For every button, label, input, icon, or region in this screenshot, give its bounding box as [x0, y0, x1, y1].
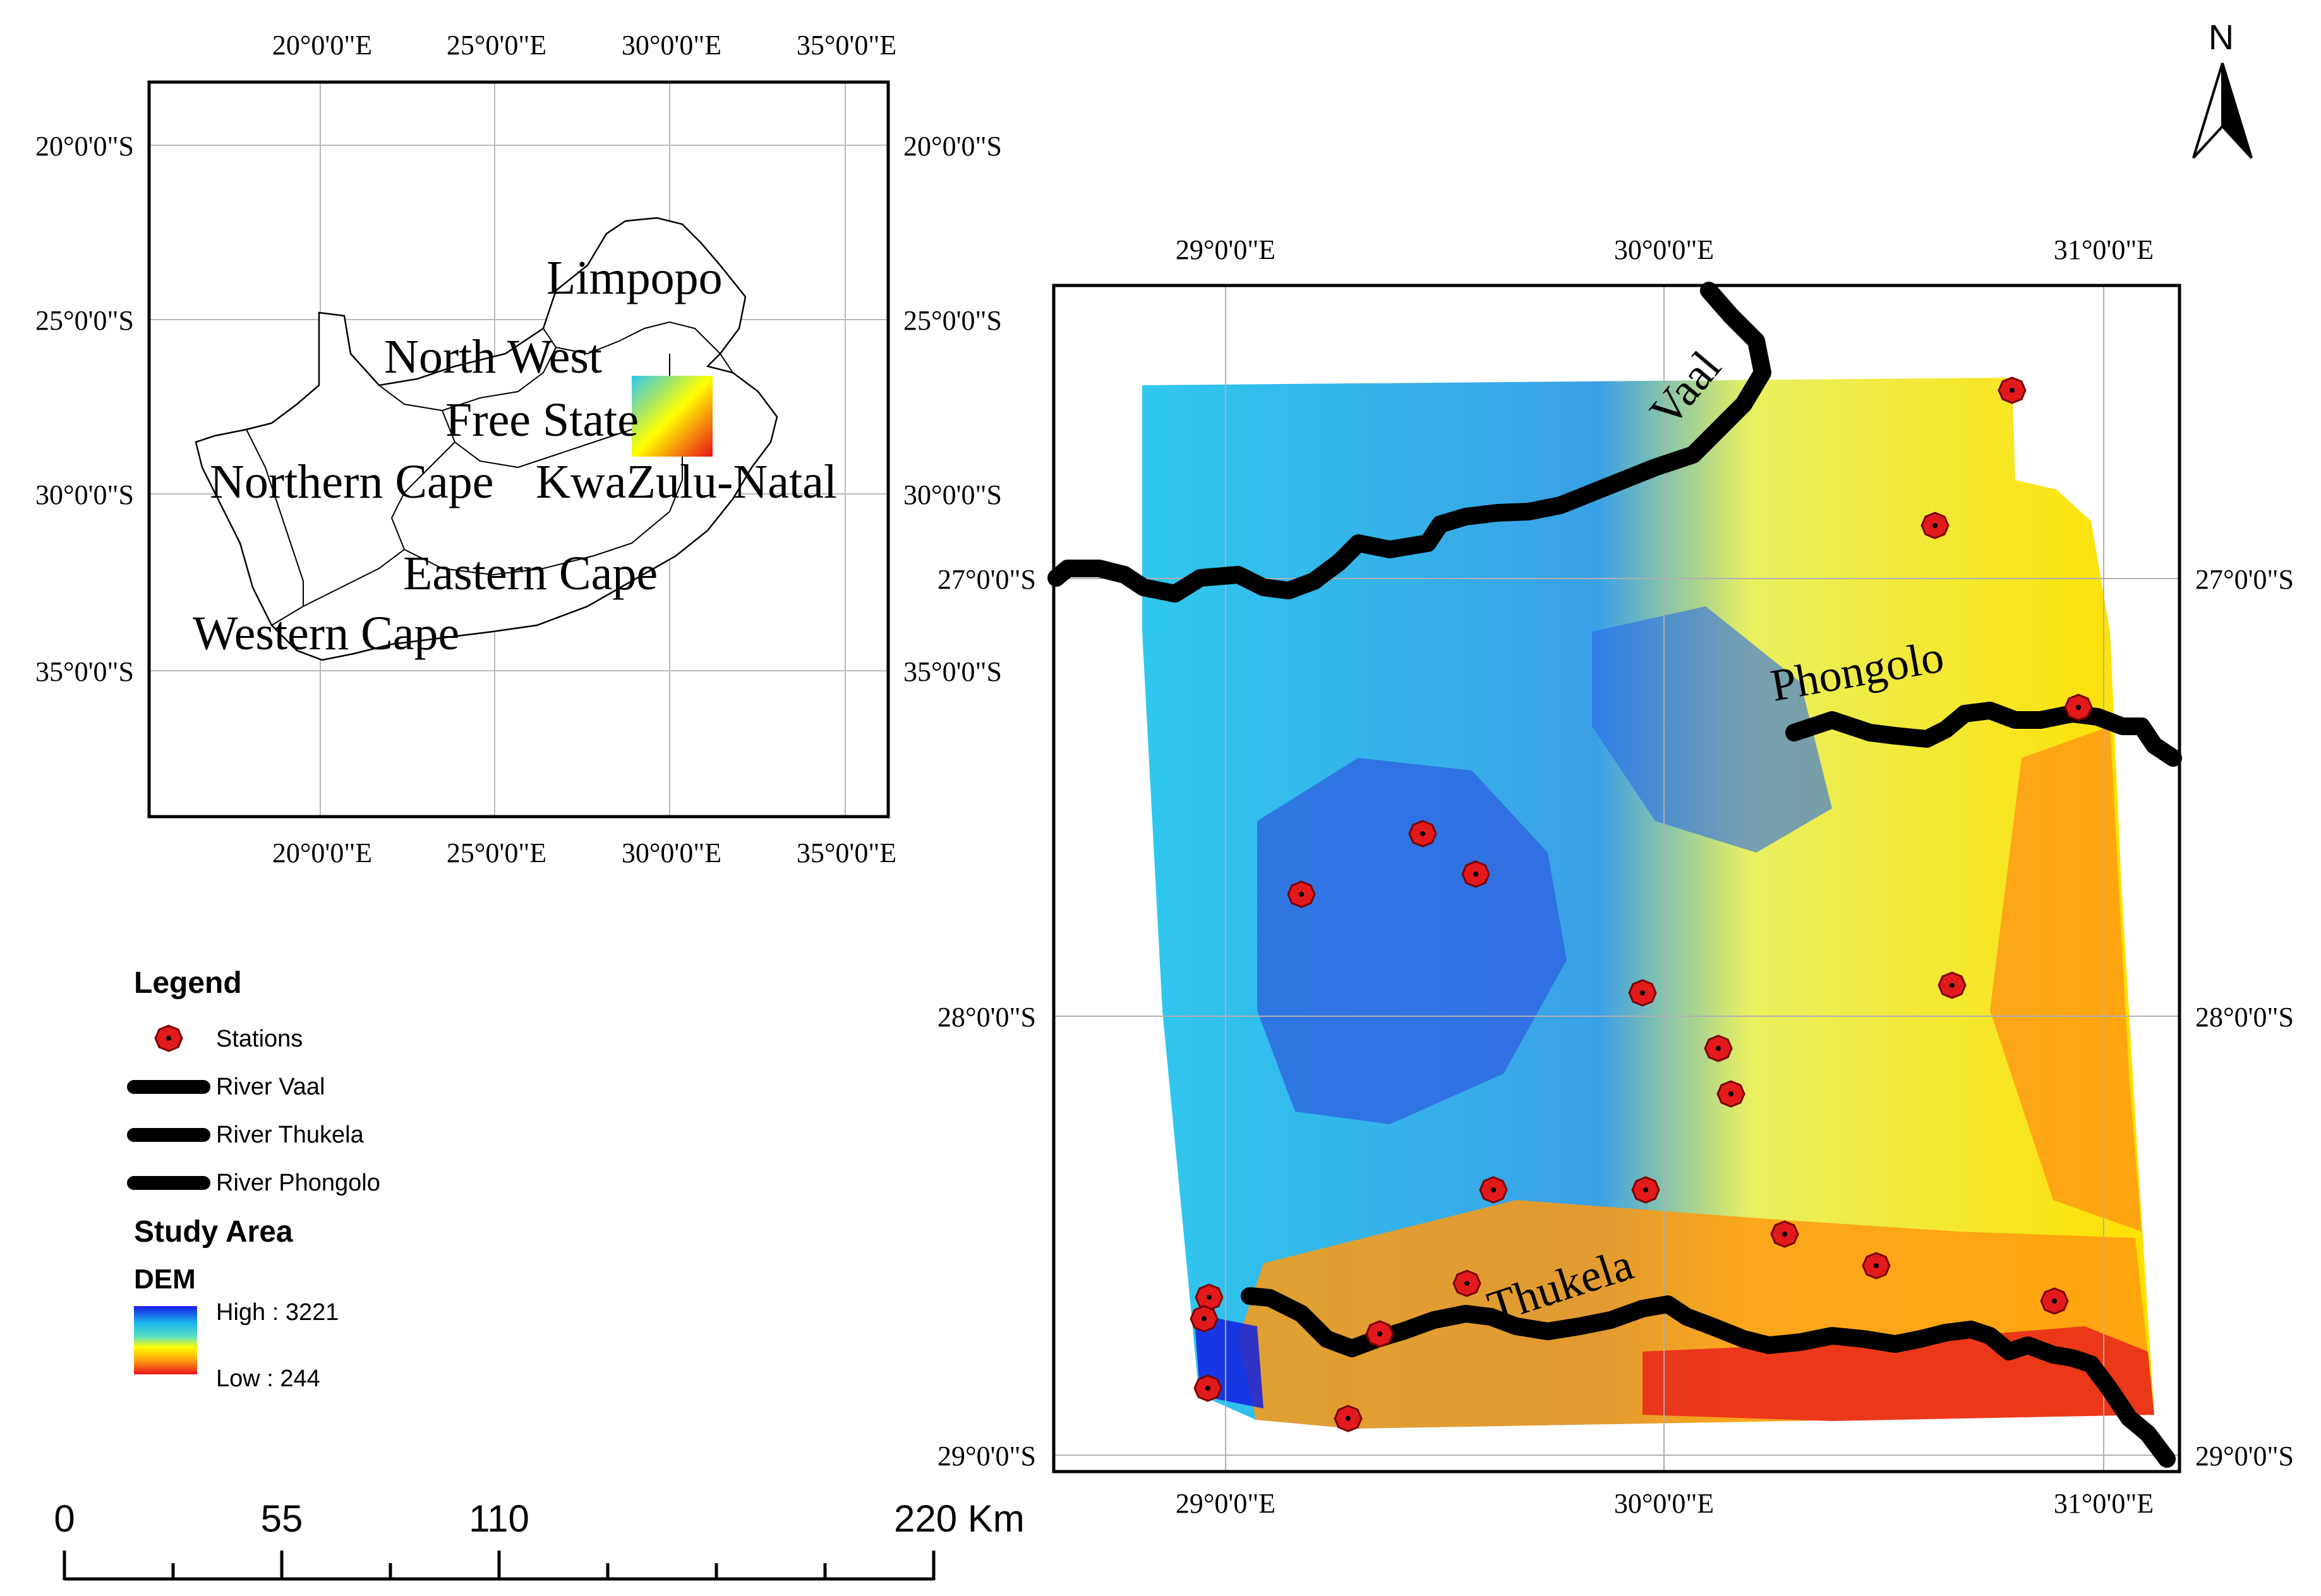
inset-right-lat-label: 30°0'0"S: [903, 479, 1002, 510]
legend-dem-high-label: High : 3221: [216, 1299, 339, 1326]
station-marker[interactable]: [1193, 1374, 1222, 1402]
scale-label: 0: [54, 1497, 75, 1540]
inset-bottom-lon-label: 25°0'0"E: [447, 837, 546, 868]
legend-stations-label: Stations: [216, 1026, 303, 1052]
inset-left-lat-label: 35°0'0"S: [35, 656, 134, 687]
inset-right-lat-label: 25°0'0"S: [903, 305, 1002, 336]
inset-frame: [147, 80, 890, 819]
south-africa-outline: [195, 217, 778, 661]
province-label-western-cape: Western Cape: [193, 607, 459, 660]
legend-study-area-label: Study Area: [134, 1215, 293, 1249]
inset-left-lat-label: 20°0'0"S: [35, 131, 134, 162]
station-marker[interactable]: [1716, 1080, 1745, 1108]
river-phongolo: [1785, 702, 2182, 767]
legend-stations-icon: [154, 1024, 183, 1052]
inset-bottom-lon-label: 35°0'0"E: [797, 837, 896, 868]
main-left-lat-label: 29°0'0"S: [937, 1441, 1036, 1472]
main-bottom-lon-label: 31°0'0"E: [2054, 1488, 2154, 1519]
dem-study-area: [1142, 378, 2154, 1429]
inset-right-lat-label: 20°0'0"S: [903, 131, 1002, 162]
station-marker[interactable]: [1770, 1220, 1799, 1248]
main-map: Vaal Phongolo Thukela: [937, 234, 2294, 1519]
main-top-lon-label: 30°0'0"E: [1614, 234, 1714, 265]
scale-label: 110: [469, 1497, 529, 1540]
main-bottom-lon-label: 29°0'0"E: [1176, 1488, 1275, 1519]
river-thukela: [1241, 1287, 2176, 1468]
main-bottom-lon-label: 30°0'0"E: [1614, 1488, 1714, 1519]
main-right-lat-label: 29°0'0"S: [2195, 1441, 2294, 1472]
stations: [1190, 376, 2093, 1432]
inset-top-lon-label: 20°0'0"E: [272, 30, 372, 61]
main-right-lat-label: 28°0'0"S: [2195, 1002, 2294, 1033]
station-marker[interactable]: [1704, 1035, 1733, 1062]
main-top-lon-label: 31°0'0"E: [2054, 234, 2154, 265]
station-marker[interactable]: [1334, 1405, 1363, 1432]
north-arrow-icon: [2192, 63, 2224, 159]
legend-river-phongolo-label: River Phongolo: [216, 1170, 380, 1196]
river-vaal: [1047, 282, 1771, 603]
inset-bottom-lon-label: 20°0'0"E: [272, 837, 372, 868]
station-marker[interactable]: [2064, 693, 2093, 721]
station-marker[interactable]: [1631, 1176, 1660, 1204]
station-marker[interactable]: [1938, 971, 1967, 999]
scale-label: 220 Km: [894, 1497, 1025, 1540]
station-marker[interactable]: [2040, 1287, 2069, 1315]
main-top-lon-label: 29°0'0"E: [1176, 234, 1275, 265]
station-marker[interactable]: [1195, 1283, 1224, 1311]
legend-river-thukela-label: River Thukela: [216, 1122, 365, 1148]
province-label-northern-cape: Northern Cape: [210, 455, 494, 508]
station-marker[interactable]: [1365, 1320, 1394, 1348]
dem-high-zone-north: [1592, 606, 1832, 853]
scale-bar: 0 55 110 220 Km: [54, 1497, 1025, 1581]
main-right-lat-label: 27°0'0"S: [2195, 564, 2294, 595]
inset-study-area: [632, 376, 713, 457]
station-marker[interactable]: [1628, 979, 1657, 1007]
station-marker[interactable]: [1190, 1305, 1219, 1333]
station-marker[interactable]: [1287, 880, 1316, 908]
legend-dem-label: DEM: [134, 1264, 196, 1295]
province-label-free-state: Free State: [445, 393, 639, 447]
dem-high-zone: [1257, 758, 1567, 1124]
inset-top-lon-label: 35°0'0"E: [797, 30, 896, 61]
inset-bottom-lon-label: 30°0'0"E: [622, 837, 721, 868]
inset-left-lat-label: 30°0'0"S: [35, 479, 134, 510]
inset-map: Limpopo North West Free State Northern C…: [35, 30, 1002, 868]
inset-right-lat-label: 35°0'0"S: [903, 656, 1002, 687]
station-marker[interactable]: [1862, 1252, 1891, 1280]
legend-dem-color-ramp: [134, 1306, 197, 1374]
inset-top-lon-label: 25°0'0"E: [447, 30, 546, 61]
legend-dem-low-label: Low : 244: [216, 1365, 320, 1392]
station-marker[interactable]: [1452, 1269, 1481, 1297]
province-label-kwazulu-natal: KwaZulu-Natal: [536, 455, 837, 508]
inset-top-lon-label: 30°0'0"E: [622, 30, 721, 61]
legend: Legend Stations River Vaal River Thukela…: [127, 966, 380, 1392]
station-marker[interactable]: [1998, 376, 2027, 404]
station-marker[interactable]: [1461, 860, 1490, 888]
province-label-limpopo: Limpopo: [546, 251, 723, 304]
scale-label: 55: [261, 1497, 303, 1540]
main-left-lat-label: 27°0'0"S: [937, 564, 1036, 595]
main-left-lat-label: 28°0'0"S: [937, 1002, 1036, 1033]
province-label-eastern-cape: Eastern Cape: [403, 547, 658, 600]
station-marker[interactable]: [1920, 512, 1950, 539]
north-arrow-label: N: [2209, 17, 2234, 57]
main-map-frame: [1052, 284, 2181, 1473]
legend-title: Legend: [134, 966, 242, 1000]
rivers: [1047, 282, 2182, 1468]
inset-left-lat-label: 25°0'0"S: [35, 305, 134, 336]
north-arrow: N: [2192, 17, 2253, 159]
station-marker[interactable]: [1408, 820, 1437, 848]
province-label-north-west: North West: [384, 330, 602, 383]
station-marker[interactable]: [1479, 1176, 1508, 1204]
legend-river-vaal-label: River Vaal: [216, 1074, 325, 1100]
scale-bar-line: [63, 1551, 936, 1581]
